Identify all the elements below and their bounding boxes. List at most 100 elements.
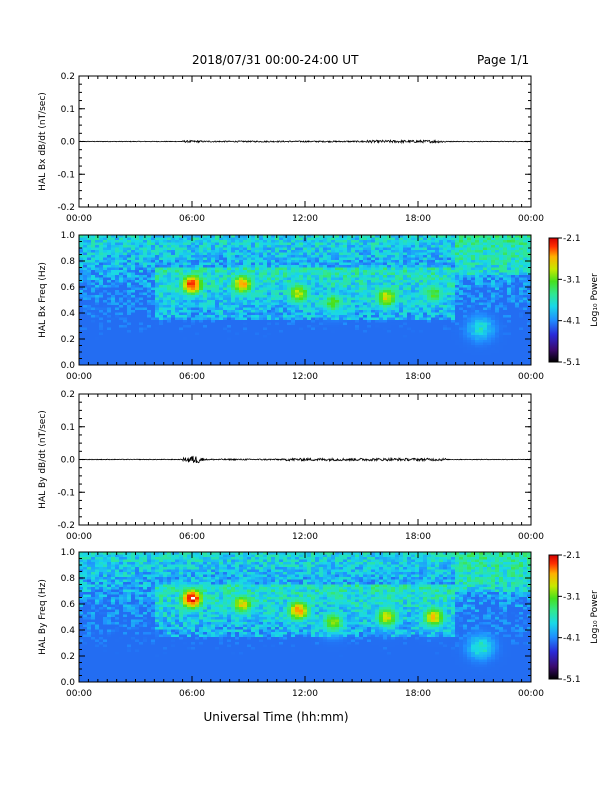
bx-spectrogram-cell — [395, 265, 400, 268]
bx-spectrogram-cell — [371, 300, 376, 303]
bx-spectrogram-cell — [191, 275, 196, 278]
bx-spectrogram-cell — [263, 302, 268, 306]
bx-spectrogram-cell — [447, 340, 452, 343]
bx-spectrogram-cell — [359, 307, 364, 311]
bx-spectrogram-cell — [167, 352, 172, 356]
bx-spectrogram-cell — [235, 317, 240, 321]
bx-spectrogram-cell — [291, 307, 296, 311]
bx-spectrogram-cell — [87, 330, 92, 333]
bx-spectrogram-cell — [407, 287, 412, 291]
bx-spectrogram-cell — [143, 282, 148, 286]
bx-spectrogram-cell — [427, 307, 432, 311]
bx-spectrogram-cell — [163, 305, 168, 308]
bx-spectrogram-cell — [303, 247, 308, 251]
bx-spectrogram-cell — [415, 235, 420, 238]
bx-spectrogram-cell — [383, 272, 388, 276]
bx-spectrogram-cell — [403, 265, 408, 268]
bx-spectrogram-cell — [395, 235, 400, 238]
bx-spectrogram-cell — [299, 267, 304, 271]
bx-spectrogram-cell — [331, 352, 336, 356]
bx-spectrogram-cell — [431, 350, 436, 353]
bx-spectrogram-cell — [103, 335, 108, 338]
bx-spectrogram-cell — [443, 270, 448, 273]
bx-spectrogram-cell — [243, 255, 248, 258]
bx-spectrogram-cell — [279, 280, 284, 283]
bx-spectrogram-cell — [207, 240, 212, 243]
bx-spectrogram-cell — [315, 245, 320, 248]
bx-spectrogram-cell — [239, 250, 244, 253]
bx-spectrogram-cell — [315, 320, 320, 323]
bx-spectrogram-cell — [347, 357, 352, 361]
bx-spectrogram-cell — [83, 357, 88, 361]
bx-spectrogram-cell — [263, 287, 268, 291]
bx-spectrogram-cell — [243, 257, 248, 261]
bx-spectrogram-cell — [87, 270, 92, 273]
bx-spectrogram-cell — [227, 255, 232, 258]
bx-spectrogram-cell — [443, 277, 448, 281]
bx-spectrogram-cell — [447, 290, 452, 293]
bx-spectrogram-cell — [331, 275, 336, 278]
bx-spectrogram-cell — [319, 260, 324, 263]
bx-spectrogram-cell — [347, 337, 352, 341]
bx-spectrogram-cell — [143, 277, 148, 281]
bx-spectrogram-cell — [187, 280, 192, 283]
bx-spectrogram-cell — [343, 307, 348, 311]
bx-spectrogram-cell — [195, 245, 200, 248]
bx-spectrogram-cell — [271, 277, 276, 281]
bx-spectrogram-cell — [243, 272, 248, 276]
bx-spectrogram-cell — [267, 350, 272, 353]
bx-spectrogram-cell — [111, 362, 116, 366]
bx-spectrogram-cell — [147, 340, 152, 343]
bx-spectrogram-cell — [335, 270, 340, 273]
bx-spectrogram-cell — [111, 352, 116, 356]
bx-spectrogram-cell — [443, 297, 448, 301]
bx-spectrogram-cell — [323, 362, 328, 366]
bx-spectrogram-cell — [279, 287, 284, 291]
bx-spectrogram-cell — [83, 277, 88, 281]
bx-spectrogram-cell — [311, 307, 316, 311]
bx-spectrogram-cell — [355, 305, 360, 308]
bx-spectrogram-cell — [391, 245, 396, 248]
bx-spectrogram-cell — [111, 260, 116, 263]
bx-spectrogram-cell — [407, 317, 412, 321]
bx-spectrogram-cell — [311, 305, 316, 308]
bx-spectrogram-cell — [155, 270, 160, 273]
bx-spectrogram-cell — [351, 270, 356, 273]
bx-spectrogram-cell — [343, 260, 348, 263]
bx-spectrogram-cell — [311, 302, 316, 306]
bx-spectrogram-cell — [331, 287, 336, 291]
bx-spectrogram-cell — [407, 315, 412, 318]
bx-spectrogram-cell — [367, 317, 372, 321]
bx-spectrogram-cell — [187, 252, 192, 256]
bx-spectrogram-cell — [143, 252, 148, 256]
bx-spectrogram-cell — [363, 242, 368, 246]
bx-spectrogram-cell — [423, 245, 428, 248]
bx-spectrogram-cell — [319, 237, 324, 241]
bx-spectrogram-cell — [251, 355, 256, 358]
bx-spectrogram-cell — [259, 270, 264, 273]
bx-spectrogram-cell — [403, 277, 408, 281]
bx-spectrogram-cell — [83, 285, 88, 288]
bx-spectrogram-cell — [343, 317, 348, 321]
bx-spectrogram-cell — [195, 317, 200, 321]
bx-spectrogram-cell — [387, 355, 392, 358]
bx-spectrogram-cell — [339, 345, 344, 348]
bx-spectrogram-cell — [359, 360, 364, 363]
bx-spectrogram-cell — [171, 355, 176, 358]
bx-spectrogram-cell — [347, 305, 352, 308]
bx-spectrogram-cell — [315, 290, 320, 293]
bx-spectrogram-cell — [307, 292, 312, 296]
bx-spectrogram-cell — [439, 247, 444, 251]
bx-spectrogram-cell — [331, 272, 336, 276]
bx-spectrogram-cell — [415, 350, 420, 353]
bx-spectrogram-cell — [255, 240, 260, 243]
bx-spectrogram-cell — [247, 270, 252, 273]
bx-spectrogram-cell — [227, 267, 232, 271]
bx-spectrogram-cell — [403, 325, 408, 328]
bx-spectrogram-cell — [363, 240, 368, 243]
bx-spectrogram-cell — [299, 362, 304, 366]
bx-spectrogram-cell — [391, 287, 396, 291]
bx-spectrogram-cell — [107, 292, 112, 296]
bx-spectrogram-cell — [79, 265, 84, 268]
bx-spectrogram-cell — [235, 270, 240, 273]
